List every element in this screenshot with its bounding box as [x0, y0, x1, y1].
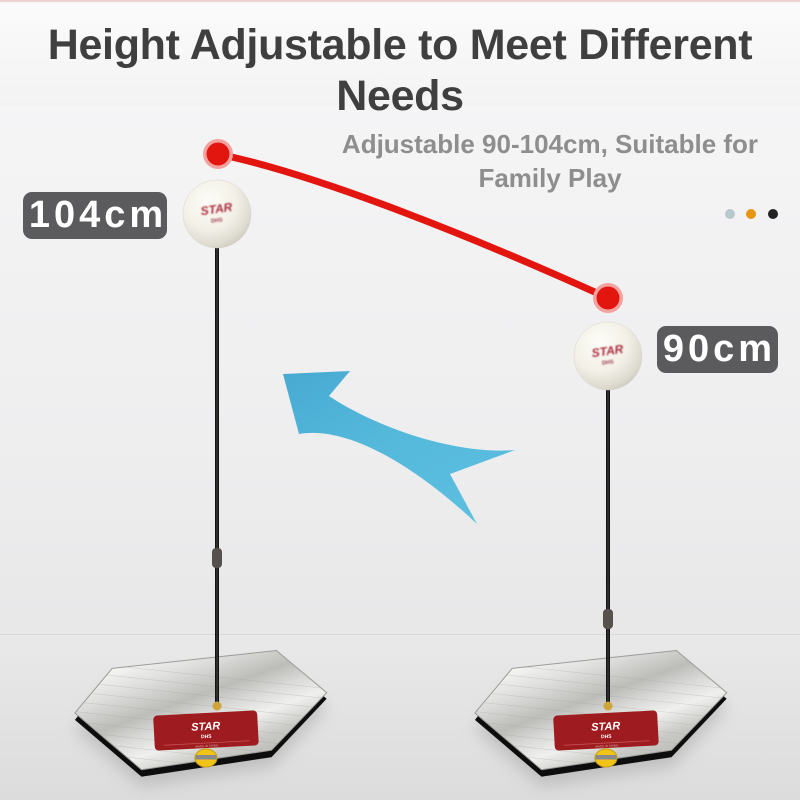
- svg-text:STAR: STAR: [191, 720, 221, 734]
- svg-text:DHS: DHS: [201, 734, 213, 741]
- svg-text:DHS: DHS: [601, 734, 613, 741]
- svg-text:STAR: STAR: [591, 720, 621, 734]
